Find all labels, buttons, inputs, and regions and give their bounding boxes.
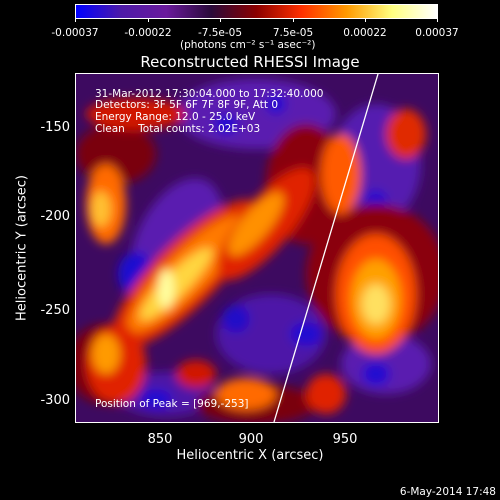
colorbar-units: (photons cm⁻² s⁻¹ asec⁻²) [180, 39, 316, 51]
info-time-range: 31-Mar-2012 17:30:04.000 to 17:32:40.000 [95, 88, 324, 100]
colorbar-tickmark [148, 18, 149, 22]
image-title: Reconstructed RHESSI Image [140, 53, 360, 71]
y-axis-label: Heliocentric Y (arcsec) [14, 175, 30, 321]
plot-date: 6-May-2014 17:48 [399, 486, 496, 498]
colorbar-tick-label: 7.5e-05 [272, 27, 314, 39]
colorbar [75, 4, 438, 19]
rhessi-image-canvas [76, 74, 438, 422]
emission-blobs [76, 79, 438, 422]
solar-limb-line [273, 74, 379, 422]
info-energy-range: Energy Range: 12.0 - 25.0 keV [95, 111, 256, 123]
colorbar-tickmark [220, 18, 221, 22]
colorbar-tick-label: -0.00037 [51, 27, 99, 39]
colorbar-tickmark [365, 18, 366, 22]
info-peak-position: Position of Peak = [969,-253] [95, 398, 249, 410]
y-tick-label: -250 [40, 303, 70, 318]
info-clean-counts: Clean Total counts: 2.02E+03 [95, 123, 261, 135]
x-tick-label: 900 [238, 432, 264, 447]
colorbar-tick-label: -0.00022 [124, 27, 172, 39]
colorbar-tick-label: -7.5e-05 [197, 27, 243, 39]
y-tick-label: -200 [40, 209, 70, 224]
colorbar-tick-label: 0.00037 [415, 27, 459, 39]
colorbar-tickmark [293, 18, 294, 22]
colorbar-tick-label: 0.00022 [343, 27, 387, 39]
x-tick-label: 950 [332, 432, 358, 447]
colorbar-tickmark [75, 18, 76, 22]
y-tick-label: -150 [40, 120, 70, 135]
rhessi-image-plot [75, 73, 439, 423]
y-tick-label: -300 [40, 393, 70, 408]
x-axis-label: Heliocentric X (arcsec) [176, 448, 324, 463]
x-tick-label: 850 [147, 432, 173, 447]
colorbar-tickmark [437, 18, 438, 22]
info-detectors: Detectors: 3F 5F 6F 7F 8F 9F, Att 0 [95, 99, 279, 111]
